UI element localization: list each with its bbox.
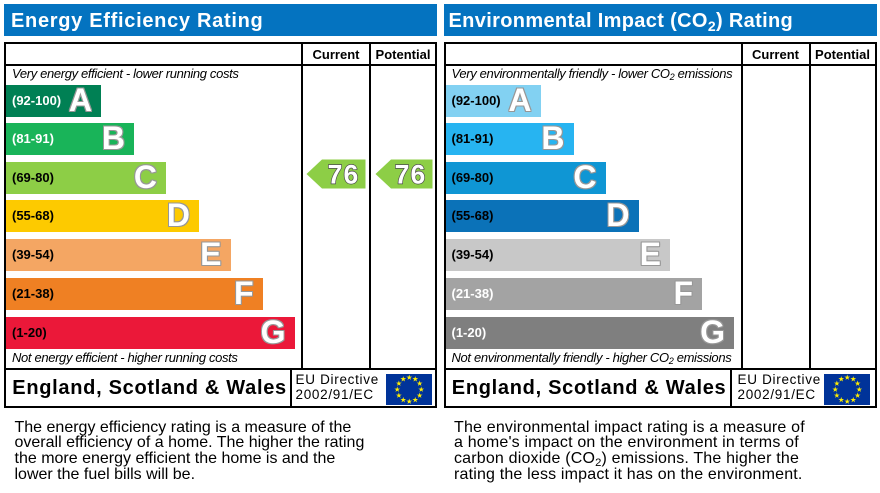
- svg-text:76: 76: [328, 160, 360, 190]
- svg-text:76: 76: [394, 160, 426, 190]
